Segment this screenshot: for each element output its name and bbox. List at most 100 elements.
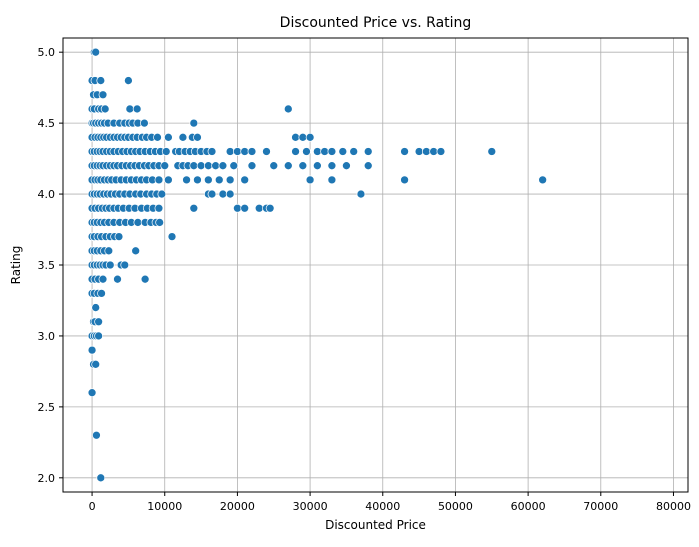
data-point [193, 175, 202, 185]
data-point [120, 260, 130, 270]
data-point [229, 161, 239, 171]
data-point [189, 118, 199, 128]
data-point [160, 161, 170, 171]
data-point [305, 132, 315, 142]
data-point [233, 147, 242, 156]
data-point [96, 473, 106, 483]
data-point [218, 189, 228, 199]
data-point [247, 147, 257, 156]
data-point [105, 260, 115, 270]
x-tick-label: 50000 [438, 500, 473, 513]
y-tick-label: 3.0 [38, 330, 56, 343]
y-tick-label: 2.5 [38, 401, 56, 414]
data-point [233, 203, 242, 213]
data-point [436, 147, 446, 156]
data-point [538, 175, 548, 185]
data-point [131, 246, 141, 256]
data-point [154, 175, 164, 185]
data-point [140, 274, 150, 284]
data-point [92, 430, 101, 440]
grid-lines [63, 38, 688, 492]
data-point [140, 118, 149, 128]
data-point [114, 232, 124, 241]
data-point [207, 147, 217, 156]
data-point [313, 147, 322, 156]
x-tick-label: 30000 [293, 500, 328, 513]
data-point [94, 317, 103, 327]
data-point [125, 104, 135, 114]
data-point [157, 189, 167, 199]
x-tick-label: 40000 [365, 500, 400, 513]
y-tick-label: 4.0 [38, 188, 56, 201]
data-point [254, 203, 264, 213]
data-point [214, 175, 224, 185]
y-tick-label: 5.0 [38, 46, 56, 59]
data-point [207, 189, 217, 199]
data-point [153, 132, 162, 142]
data-point [87, 388, 97, 398]
data-point [363, 161, 373, 171]
x-tick-label: 60000 [511, 500, 546, 513]
y-axis-label: Rating [9, 246, 23, 285]
data-point [91, 47, 101, 57]
data-point [240, 175, 250, 185]
data-point [211, 161, 220, 171]
data-point [100, 104, 110, 114]
data-point [164, 132, 173, 142]
data-point [203, 161, 213, 171]
data-point [178, 132, 188, 142]
data-point [240, 203, 250, 213]
data-point [132, 104, 142, 114]
data-point [356, 189, 366, 199]
data-point [414, 147, 424, 156]
data-point [487, 147, 497, 156]
data-point [104, 246, 114, 256]
data-point [342, 161, 351, 171]
data-point [429, 147, 438, 156]
data-point [269, 161, 279, 171]
data-point [124, 76, 133, 85]
x-axis-label: Discounted Price [325, 518, 426, 532]
data-point [87, 345, 97, 355]
x-tick-label: 0 [89, 500, 96, 513]
data-point [400, 147, 409, 156]
y-tick-label: 2.0 [38, 472, 56, 485]
data-point [94, 331, 103, 341]
data-point [338, 147, 348, 156]
data-point [218, 161, 228, 171]
data-point [161, 147, 171, 156]
x-tick-label: 10000 [147, 500, 182, 513]
data-point [91, 359, 101, 369]
y-axis-ticks: 2.0 2.5 3.0 3.5 4.0 4.5 5.0 [38, 46, 63, 485]
data-point [313, 161, 322, 171]
y-tick-label: 3.5 [38, 259, 56, 272]
data-point [97, 289, 106, 298]
data-point [189, 203, 199, 213]
data-point [225, 175, 235, 185]
data-point [182, 175, 191, 185]
data-point [133, 218, 143, 227]
data-point [262, 147, 271, 156]
data-point [91, 303, 101, 312]
data-point [422, 147, 431, 156]
data-point [164, 175, 173, 185]
data-point [154, 203, 164, 213]
data-point [327, 161, 337, 171]
data-point [302, 147, 311, 156]
data-point [189, 161, 199, 171]
data-point [400, 175, 409, 185]
x-axis-ticks: 0 10000 20000 30000 40000 50000 60000 70000 8000… [89, 492, 691, 513]
data-point [98, 274, 108, 284]
data-point [363, 147, 373, 156]
data-point [113, 274, 122, 284]
data-point [96, 76, 106, 85]
data-point [320, 147, 329, 156]
data-point [291, 132, 300, 142]
data-point [327, 147, 337, 156]
data-point [298, 132, 308, 142]
x-tick-label: 70000 [583, 500, 618, 513]
data-point [298, 161, 308, 171]
data-point [193, 132, 202, 142]
chart-title: Discounted Price vs. Rating [280, 15, 472, 31]
